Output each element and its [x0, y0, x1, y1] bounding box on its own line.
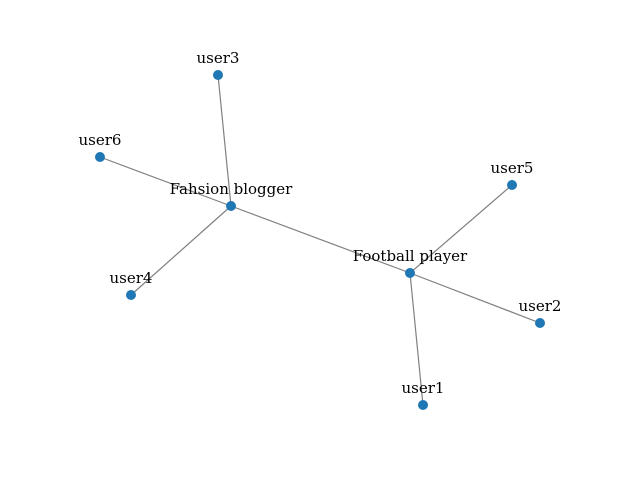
node-user3 [213, 70, 223, 80]
node-label-user5: user5 [491, 159, 534, 177]
edge-fashion-football [230, 205, 411, 274]
node-user4 [126, 290, 136, 300]
node-user2 [535, 318, 545, 328]
node-fashion [226, 201, 236, 211]
node-label-user1: user1 [402, 379, 445, 397]
edge-user4-fashion [130, 205, 232, 296]
node-user5 [507, 180, 517, 190]
edge-user1-football [409, 272, 424, 406]
node-label-user2: user2 [519, 297, 562, 315]
node-football [405, 268, 415, 278]
edge-user5-football [409, 184, 513, 274]
node-label-user3: user3 [197, 49, 240, 67]
edge-user6-fashion [99, 156, 232, 207]
node-label-football: Football player [353, 247, 468, 265]
edge-user2-football [409, 272, 541, 324]
edges-layer [99, 74, 541, 406]
labels-layer: user1 user2 user3 user4 user5 user6 Football p… [79, 49, 562, 397]
node-label-user4: user4 [110, 269, 153, 287]
node-label-user6: user6 [79, 131, 122, 149]
edge-user3-fashion [217, 74, 232, 207]
node-user6 [95, 152, 105, 162]
node-label-fashion: Fahsion blogger [170, 180, 293, 198]
nodes-layer [95, 70, 545, 410]
node-user1 [418, 400, 428, 410]
